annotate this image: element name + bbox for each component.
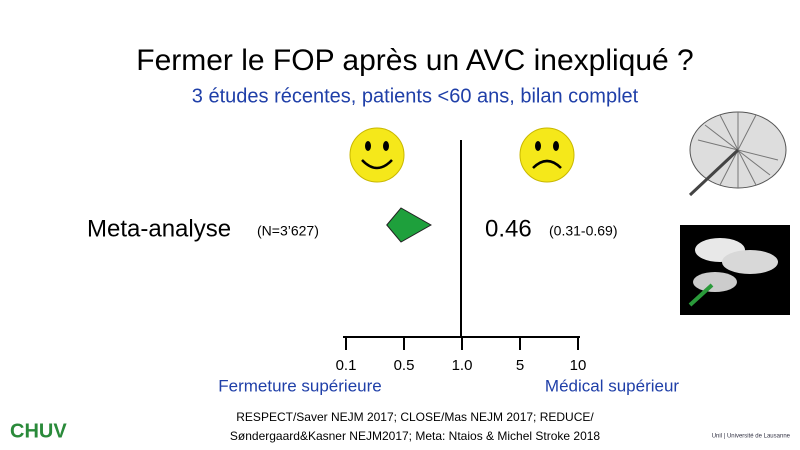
row-label: Meta-analyse (87, 215, 231, 242)
sad-face (519, 127, 575, 183)
happy-face (349, 127, 405, 183)
logo-left: CHUV (10, 420, 67, 442)
estimate-label: 0.46 (485, 215, 532, 242)
x-tick-label: 5 (516, 357, 524, 374)
logo-right: Unil | Université de Lausanne (712, 434, 791, 440)
effect-diamond (386, 207, 432, 243)
x-tick-label: 0.5 (394, 357, 415, 374)
right-label: Médical supérieur (545, 376, 680, 395)
device-image (688, 111, 787, 197)
slide-title: Fermer le FOP après un AVC inexpliqué ? (136, 44, 694, 77)
x-tick-label: 1.0 (452, 357, 473, 374)
subtitle: 3 études récentes, patients <60 ans, bil… (192, 85, 639, 107)
x-tick-label: 10 (570, 357, 587, 374)
device-image-2 (680, 225, 790, 315)
x-tick-label: 0.1 (336, 357, 357, 374)
ci-label: (0.31-0.69) (549, 223, 617, 239)
left-label: Fermeture supérieure (218, 376, 381, 395)
row-note: (N=3’627) (257, 223, 319, 239)
footnote: Søndergaard&Kasner NEJM2017; Meta: Ntaio… (230, 429, 601, 443)
footnote: RESPECT/Saver NEJM 2017; CLOSE/Mas NEJM … (236, 410, 594, 424)
